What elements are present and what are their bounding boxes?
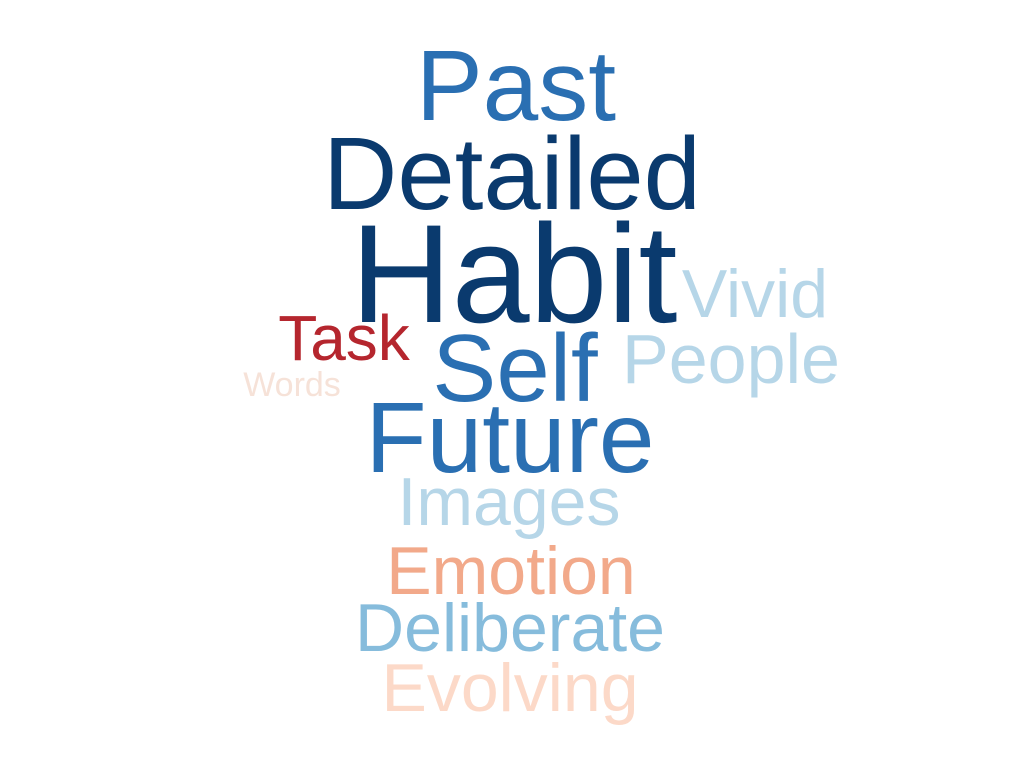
word-images: Images — [397, 464, 621, 540]
word-deliberate: Deliberate — [355, 590, 665, 666]
word-emotion: Emotion — [386, 533, 636, 609]
word-future: Future — [365, 382, 655, 494]
word-words: Words — [243, 366, 341, 404]
word-people: People — [622, 320, 840, 398]
word-evolving: Evolving — [381, 650, 639, 726]
word-detailed: Detailed — [323, 116, 701, 231]
word-habit: Habit — [350, 195, 678, 352]
word-past: Past — [415, 30, 617, 142]
word-vivid: Vivid — [681, 256, 829, 332]
word-self: Self — [432, 315, 598, 422]
word-task: Task — [278, 302, 410, 374]
